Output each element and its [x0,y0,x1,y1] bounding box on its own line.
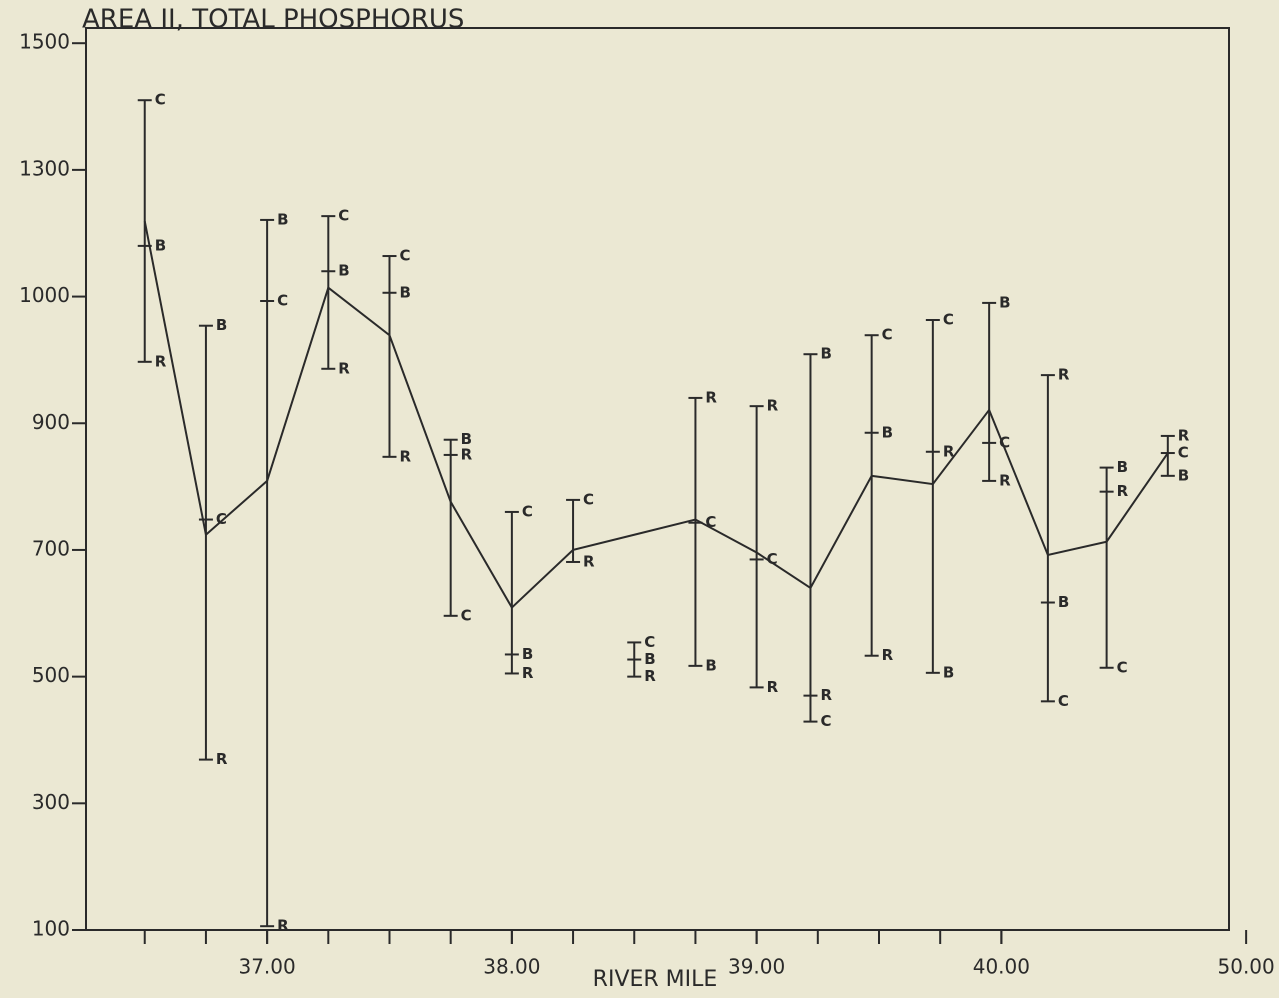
point-label: C [461,606,472,624]
point-label: B [522,645,533,663]
x-axis-label: RIVER MILE [593,967,718,992]
point-label: C [943,311,954,329]
point-label: C [767,550,778,568]
point-label: B [705,656,716,674]
point-label: R [767,397,779,415]
x-tick-label: 40.00 [973,955,1030,979]
point-label: C [644,633,655,651]
point-label: R [820,686,832,704]
point-label: R [1117,482,1129,500]
point-label: B [1117,458,1128,476]
point-label: B [399,283,410,301]
point-label: C [1178,444,1189,462]
point-label: C [216,510,227,528]
point-label: R [461,445,473,463]
point-label: C [338,207,349,225]
point-label: B [943,663,954,681]
point-label: R [277,917,289,935]
point-label: B [1058,593,1069,611]
point-label: R [583,552,595,570]
x-tick-label: 38.00 [483,955,540,979]
chart-title: AREA II, TOTAL PHOSPHORUS [82,5,464,35]
point-label: B [882,423,893,441]
y-tick-label: 300 [32,790,70,814]
point-label: C [1117,658,1128,676]
point-label: R [522,664,534,682]
x-tick-label: 50.00 [1218,955,1275,979]
point-label: B [644,650,655,668]
y-tick-label: 500 [32,663,70,687]
point-label: R [943,442,955,460]
point-label: C [1058,692,1069,710]
point-label: C [999,433,1010,451]
point-label: R [882,646,894,664]
y-tick-label: 100 [32,917,70,941]
point-label: R [1058,366,1070,384]
point-label: R [1178,426,1190,444]
point-label: R [644,667,656,685]
point-label: B [216,316,227,334]
mean-line [143,221,1169,610]
point-label: C [399,247,410,265]
point-label: R [155,352,167,370]
y-tick-label: 1300 [19,156,70,180]
point-label: B [820,345,831,363]
y-tick-label: 1500 [19,30,70,54]
point-label: B [277,210,288,228]
point-label: C [820,712,831,730]
point-label: R [999,471,1011,489]
y-tick-label: 1000 [19,283,70,307]
point-label: C [583,490,594,508]
point-label: R [767,678,779,696]
x-tick-label: 37.00 [238,955,295,979]
plot-frame [85,27,1230,931]
point-label: C [277,292,288,310]
point-label: C [155,91,166,109]
point-label: R [338,359,350,377]
point-label: C [522,502,533,520]
point-label: B [999,293,1010,311]
point-label: B [155,236,166,254]
y-tick-label: 900 [32,410,70,434]
point-label: B [1178,466,1189,484]
point-label: C [705,513,716,531]
point-label: C [882,326,893,344]
point-label: R [705,388,717,406]
point-label: R [399,447,411,465]
x-tick-label: 39.00 [728,955,785,979]
point-label: R [216,750,228,768]
point-label: B [338,262,349,280]
y-tick-label: 700 [32,536,70,560]
point-label: B [461,430,472,448]
